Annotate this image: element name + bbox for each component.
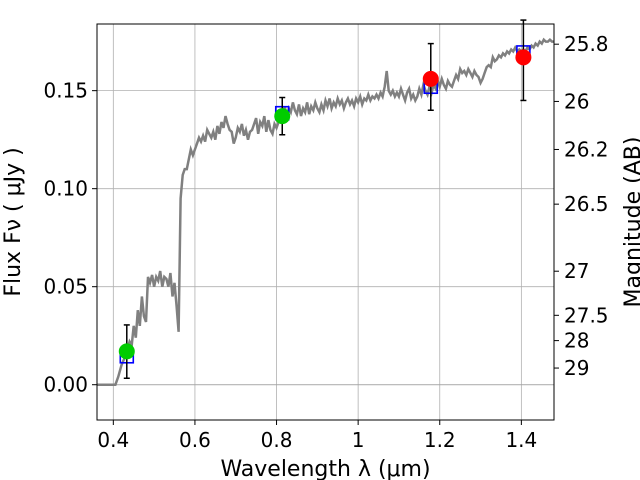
x-axis-label: Wavelength λ (μm) <box>220 457 430 480</box>
right-tick-label: 28 <box>564 329 589 353</box>
x-tick-label: 1.4 <box>505 428 537 452</box>
y-axis-label: Flux Fν ( μJy ) <box>1 147 26 296</box>
x-tick-label: 0.6 <box>179 428 211 452</box>
y-tick-label: 0.00 <box>43 373 88 397</box>
observed-photometry-layer <box>118 19 532 379</box>
observed-flux-point <box>118 324 135 379</box>
right-axis-ticks: 25.8 26 26.2 26.5 27 27.528 29 <box>554 32 609 380</box>
plot-frame <box>96 23 555 421</box>
observed-flux-point <box>422 42 439 112</box>
observed-flux-point <box>274 96 291 136</box>
y-tick-label: 0.05 <box>43 275 88 299</box>
model-sed-line <box>97 37 554 386</box>
right-tick-label: 26 <box>564 89 589 113</box>
x-tick-label: 0.8 <box>261 428 293 452</box>
y-tick-label: 0.10 <box>43 177 88 201</box>
observed-flux-marker <box>422 70 439 87</box>
observed-flux-marker <box>118 343 135 360</box>
y-axis-ticks: 0.00 0.05 0.10 0.15 <box>43 79 97 397</box>
observed-flux-marker <box>274 108 291 125</box>
x-axis-ticks: 0.4 0.6 0.8 1 1.2 1.4 <box>97 420 537 452</box>
x-tick-label: 1 <box>352 428 365 452</box>
observed-flux-marker <box>515 49 532 66</box>
right-tick-label: 29 <box>564 356 589 380</box>
right-tick-label: 26.2 <box>564 137 609 161</box>
x-tick-label: 0.4 <box>97 428 129 452</box>
observed-flux-point <box>515 19 532 102</box>
right-tick-label: 25.8 <box>564 32 609 56</box>
right-tick-label: 27.5 <box>564 303 609 327</box>
grid-layer <box>97 24 554 420</box>
right-tick-label: 26.5 <box>564 192 609 216</box>
right-axis-label: Magnitude (AB) <box>621 137 640 308</box>
right-tick-label: 27 <box>564 259 589 283</box>
y-tick-label: 0.15 <box>43 79 88 103</box>
x-tick-label: 1.2 <box>424 428 456 452</box>
